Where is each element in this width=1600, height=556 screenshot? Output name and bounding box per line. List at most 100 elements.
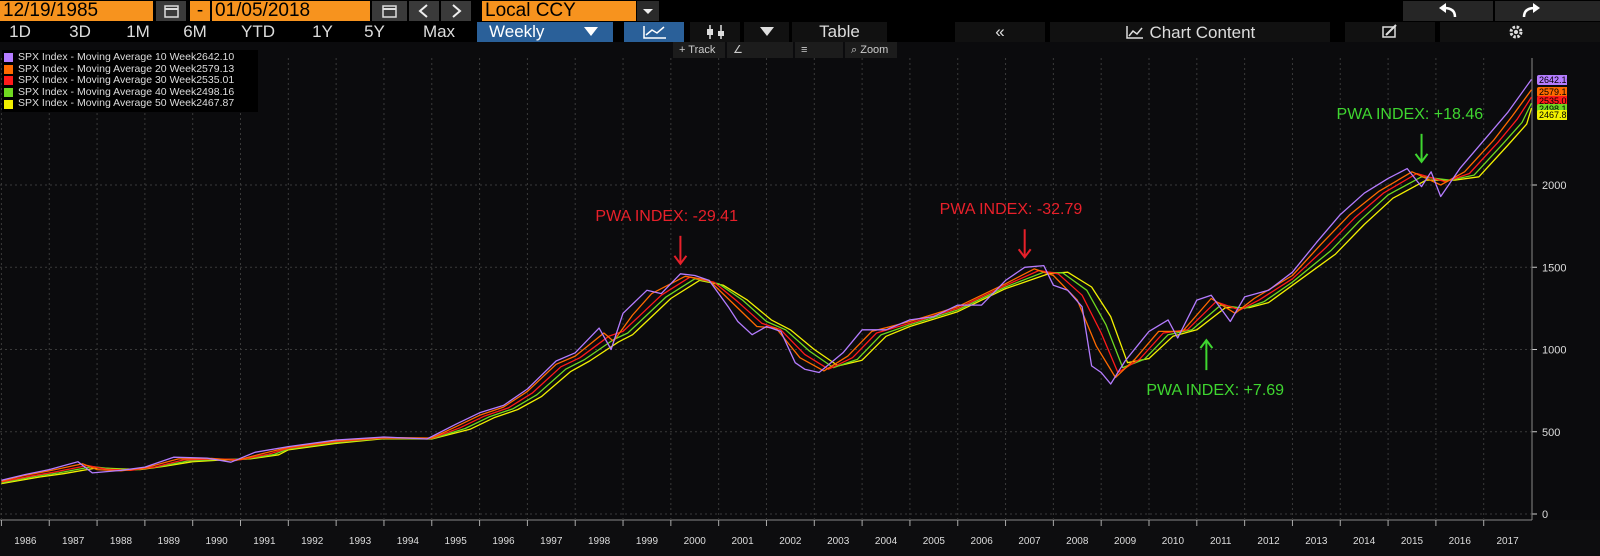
x-tick-label: 2012 [1257,536,1280,547]
x-tick-label: 2002 [779,536,802,547]
undo-button[interactable] [1403,1,1493,21]
x-tick-label: 1990 [205,536,228,547]
annotation-label: PWA INDEX: +18.46 [1336,105,1484,123]
legend-label: SPX Index - Moving Average 40 Week [18,85,197,98]
series-line [1,107,1533,485]
annotation-arrowhead [1017,248,1032,259]
y-tick-label: 1000 [1542,345,1566,357]
legend-entry[interactable]: SPX Index - Moving Average 40 Week 2498.… [4,85,256,99]
news-tool[interactable]: ≡ News [795,42,843,72]
series-line [1,89,1533,482]
x-tick-label: 2016 [1449,536,1472,547]
x-tick-label: 2005 [923,536,946,547]
legend-swatch [4,76,13,86]
legend-value: 2642.10 [196,51,235,63]
edit-button[interactable] [1345,22,1435,42]
range-1y-button[interactable]: 1Y [312,22,333,41]
undo-icon [1439,3,1457,18]
legend-entry[interactable]: SPX Index - Moving Average 10 Week 2642.… [4,51,256,64]
annotation-arrowhead [673,255,688,266]
settings-button[interactable] [1440,22,1600,42]
caret-down-icon [760,27,774,36]
x-tick-label: 2004 [875,536,898,547]
chart-content-label: Chart Content [1149,23,1256,42]
candlestick-icon [707,25,724,39]
zoom-label: Zoom [860,44,889,56]
range-ytd-button[interactable]: YTD [241,22,275,41]
x-tick-label: 2015 [1401,536,1424,547]
legend-entry[interactable]: SPX Index - Moving Average 30 Week 2535.… [4,75,256,87]
next-period-button[interactable] [441,1,471,21]
x-tick-label: 2014 [1353,536,1376,547]
magnifier-icon: ⌕ [851,44,861,56]
chevron-left-icon [418,4,428,18]
x-tick-label: 1989 [158,536,181,547]
end-date-input[interactable]: 01/05/2018 [212,1,370,21]
collapse-button[interactable]: « [955,22,1045,42]
range-max-button[interactable]: Max [422,22,456,41]
annotation-arrowhead [1414,153,1429,164]
chart-legend: SPX Index - Moving Average 10 Week 2642.… [2,50,258,112]
x-tick-label: 2017 [1496,536,1519,547]
range-1d-button[interactable]: 1D [9,22,31,41]
prev-period-button[interactable] [409,1,439,21]
x-axis-band [0,520,1600,556]
x-tick-label: 1999 [636,536,659,547]
frequency-select[interactable]: Weekly [477,22,613,42]
x-tick-label: 2003 [827,536,850,547]
legend-value: 2467.87 [196,97,235,110]
legend-swatch [4,53,13,63]
calendar-icon [164,5,179,18]
track-tool[interactable]: + Track [673,42,725,58]
redo-icon [1522,3,1540,18]
x-tick-label: 2007 [1018,536,1041,547]
range-1m-button[interactable]: 1M [126,22,150,41]
y-tick-label: 1500 [1542,262,1566,274]
frequency-label: Weekly [489,22,545,41]
legend-entry[interactable]: SPX Index - Moving Average 20 Week 2579.… [4,62,256,76]
x-tick-label: 1993 [349,536,372,547]
chart-options-dropdown[interactable] [744,22,789,42]
line-chart-icon [643,26,666,39]
range-6m-button[interactable]: 6M [183,22,207,41]
start-calendar-button[interactable] [156,1,186,21]
currency-dropdown-button[interactable] [637,1,659,21]
range-5y-button[interactable]: 5Y [364,22,385,41]
last-value-tag: 2467.87 [1537,110,1567,121]
annotate-tool[interactable]: ∠ Annotate [727,42,793,72]
legend-label: SPX Index - Moving Average 50 Week [18,97,197,110]
plot-area [0,58,1532,520]
legend-entry[interactable]: SPX Index - Moving Average 50 Week 2467.… [4,98,256,110]
x-tick-label: 1992 [301,536,324,547]
x-tick-label: 1988 [110,536,133,547]
x-tick-label: 1998 [588,536,611,547]
chart-content-button[interactable]: Chart Content [1050,22,1330,42]
legend-label: SPX Index - Moving Average 20 Week [18,62,197,75]
x-tick-label: 2010 [1162,536,1185,547]
x-tick-label: 1995 [445,536,468,547]
annotate-label: Annotate [733,60,778,72]
crosshair-icon: + [679,44,689,56]
line-chart-button[interactable] [624,22,684,42]
series-line [1,96,1533,483]
x-tick-label: 2006 [971,536,994,547]
last-value-tag: 2498.16 [1537,103,1567,114]
annotation-label: PWA INDEX: -29.41 [595,207,738,225]
legend-label: SPX Index - Moving Average 10 Week [18,51,197,63]
redo-button[interactable] [1495,1,1600,21]
currency-select[interactable]: Local CCY [482,1,636,21]
table-button[interactable]: Table [792,22,887,42]
start-date-input[interactable]: 12/19/1985 [0,1,153,21]
end-calendar-button[interactable] [372,1,407,21]
series-line [1,102,1533,484]
studies-button[interactable] [690,22,740,42]
zoom-tool[interactable]: ⌕ Zoom [845,42,897,58]
pencil-icon: ∠ [733,44,743,56]
gear-icon [1509,25,1523,39]
legend-value: 2579.13 [196,62,235,75]
last-value-tag: 2579.13 [1537,87,1567,98]
x-tick-label: 2009 [1114,536,1137,547]
range-3d-button[interactable]: 3D [69,22,91,41]
x-tick-label: 2001 [731,536,754,547]
legend-swatch [4,99,13,109]
